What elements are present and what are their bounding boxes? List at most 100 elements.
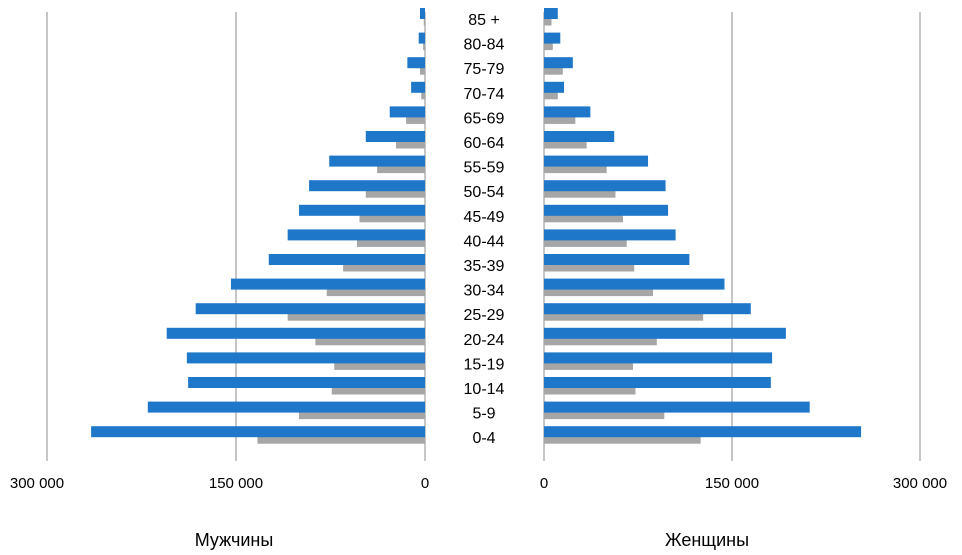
right-bar-primary [544,131,615,142]
right-bar-primary [544,327,786,339]
left-bar-primary [166,327,425,339]
age-group-label: 65-69 [464,110,505,127]
age-group-label: 5-9 [472,406,495,423]
left-bar-primary [309,180,425,192]
right-bar-primary [544,8,558,19]
right-bar-primary [544,377,771,388]
left-tick-label: 300 000 [10,475,64,492]
right-bar-secondary [544,212,623,223]
right-bar-primary [544,155,649,167]
right-bar-secondary [544,384,636,395]
left-bar-primary [287,229,425,241]
left-bar-secondary [257,433,425,444]
age-group-label: 70-74 [464,86,505,103]
left-bar-primary [186,352,425,364]
left-bar-primary [91,426,425,438]
right-bar-secondary [544,64,563,75]
left-tick-label: 150 000 [209,475,263,492]
left-bar-secondary [334,359,425,370]
right-bar-secondary [544,113,576,124]
right-axis-ticks: 0 150 000 300 000 [540,475,947,492]
age-group-labels: 85 + 80-84 75-79 70-74 65-69 60-64 55-59 50-54 4… [464,12,505,447]
right-bar-secondary [544,40,553,51]
right-bar-secondary [544,163,607,174]
right-bar-secondary [544,433,701,444]
right-bar-secondary [544,335,657,346]
left-bar-secondary [326,286,425,297]
right-bar-primary [544,229,676,241]
left-bar-secondary [359,212,425,223]
right-bar-primary [544,278,725,290]
left-panel-label: Мужчины [195,530,274,550]
age-group-label: 10-14 [464,381,505,398]
left-bars [91,8,426,444]
age-group-label: 50-54 [464,184,505,201]
left-bar-secondary [315,335,425,346]
right-bar-primary [544,106,591,118]
age-group-label: 60-64 [464,135,505,152]
right-bar-secondary [544,187,616,198]
left-bar-primary [389,106,425,118]
left-bar-primary [411,81,425,93]
left-bar-primary [195,303,425,315]
right-bar-primary [544,180,666,192]
left-bar-primary [299,204,425,216]
left-bar-secondary [377,163,425,174]
age-group-label: 0-4 [472,430,495,447]
left-bar-secondary [423,15,425,26]
left-bar-secondary [396,138,425,149]
right-bar-secondary [544,236,627,247]
left-bar-primary [188,377,425,388]
right-bar-secondary [544,261,635,272]
right-bar-primary [544,401,810,413]
left-bar-primary [329,155,425,167]
age-group-label: 20-24 [464,332,505,349]
left-bar-secondary [365,187,425,198]
left-bar-primary [365,131,425,142]
left-bar-secondary [331,384,425,395]
right-bar-primary [544,57,573,69]
age-group-label: 35-39 [464,258,505,275]
right-bar-primary [544,426,862,438]
left-axis-ticks: 300 000 150 000 0 [10,475,429,492]
right-bar-secondary [544,89,558,100]
age-group-label: 15-19 [464,356,505,373]
age-group-label: 85 + [468,12,500,29]
left-bar-secondary [423,40,425,51]
left-bar-primary [418,32,425,44]
left-bar-primary [419,8,425,19]
right-bar-primary [544,81,565,93]
left-bar-primary [407,57,425,69]
age-group-label: 80-84 [464,37,505,54]
left-bar-secondary [406,113,425,124]
right-bar-secondary [544,15,552,26]
age-group-label: 75-79 [464,61,505,78]
left-bar-secondary [299,409,425,420]
age-group-label: 30-34 [464,283,505,300]
right-bar-secondary [544,359,633,370]
left-bar-secondary [421,89,425,100]
left-bar-primary [147,401,426,413]
age-group-label: 25-29 [464,307,505,324]
right-bar-secondary [544,310,704,321]
right-panel-label: Женщины [665,530,749,550]
right-bar-primary [544,204,669,216]
right-bar-secondary [544,286,654,297]
right-bar-secondary [544,409,665,420]
left-tick-label: 0 [421,475,429,492]
left-bar-secondary [419,64,425,75]
left-bar-primary [268,254,425,265]
left-bar-secondary [287,310,425,321]
left-bar-primary [230,278,425,290]
left-bar-secondary [343,261,425,272]
right-bar-primary [544,352,773,364]
right-tick-label: 150 000 [705,475,759,492]
age-group-label: 55-59 [464,160,505,177]
age-group-label: 40-44 [464,233,505,250]
right-bar-primary [544,254,690,265]
right-bar-secondary [544,138,587,149]
left-bar-secondary [356,236,425,247]
right-bar-primary [544,32,561,44]
right-tick-label: 0 [540,475,548,492]
